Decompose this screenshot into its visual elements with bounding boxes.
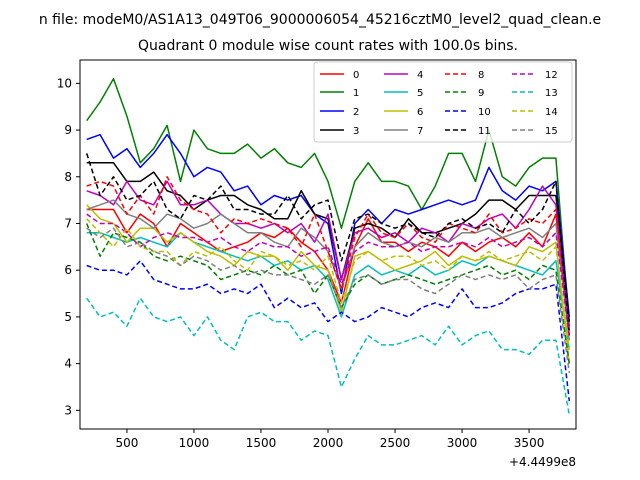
series-line-2 [86, 133, 571, 317]
legend-label-14: 14 [545, 107, 558, 118]
x-tick-label: 1500 [246, 436, 277, 450]
series-line-15 [86, 227, 571, 374]
series-line-9 [86, 223, 571, 364]
legend-label-6: 6 [417, 107, 423, 118]
legend-label-7: 7 [417, 126, 423, 137]
x-tick-label: 3000 [447, 436, 478, 450]
y-tick-label: 7 [64, 216, 72, 230]
series-line-11 [85, 153, 571, 336]
y-tick-label: 4 [64, 357, 72, 371]
series-line-8 [86, 176, 571, 331]
y-tick-label: 10 [57, 76, 72, 90]
series-line-13 [86, 297, 571, 416]
x-axis-offset-label: +4.4499e8 [509, 455, 576, 469]
legend-label-5: 5 [417, 88, 423, 99]
x-axis: 500 1000 1500 2000 2500 3000 3500 [115, 429, 544, 450]
legend-label-0: 0 [353, 70, 359, 81]
x-tick-label: 3500 [514, 436, 545, 450]
legend-label-9: 9 [478, 88, 484, 99]
x-tick-label: 1000 [179, 436, 210, 450]
legend-box [313, 61, 573, 143]
y-tick-label: 9 [64, 123, 72, 137]
series-line-5 [86, 232, 571, 350]
y-tick-label: 5 [64, 310, 72, 324]
legend-label-4: 4 [417, 70, 423, 81]
series-line-10 [86, 260, 571, 402]
y-tick-label: 8 [64, 170, 72, 184]
chart-title: Quadrant 0 module wise count rates with … [138, 38, 518, 54]
series-layer [85, 77, 571, 416]
x-tick-label: 2000 [313, 436, 344, 450]
legend-label-3: 3 [353, 126, 359, 137]
series-line-14 [86, 218, 571, 350]
legend-label-8: 8 [478, 70, 484, 81]
legend-label-1: 1 [353, 88, 359, 99]
series-line-3 [86, 162, 571, 322]
legend-label-12: 12 [545, 70, 558, 81]
x-tick-label: 2500 [380, 436, 411, 450]
legend-label-11: 11 [478, 126, 491, 137]
series-line-7 [86, 199, 571, 341]
legend-label-2: 2 [353, 107, 359, 118]
series-line-4 [86, 180, 571, 331]
y-tick-label: 6 [64, 263, 72, 277]
legend-label-15: 15 [545, 126, 558, 137]
x-tick-label: 500 [115, 436, 138, 450]
legend-label-10: 10 [478, 107, 491, 118]
series-line-6 [86, 204, 571, 364]
figure-suptitle: n file: modeM0/AS1A13_049T06_9000006054_… [39, 12, 601, 28]
y-axis: 3 4 5 6 7 8 9 10 [57, 76, 80, 417]
legend-label-13: 13 [545, 88, 558, 99]
series-line-12 [86, 213, 571, 336]
y-tick-label: 3 [64, 403, 72, 417]
